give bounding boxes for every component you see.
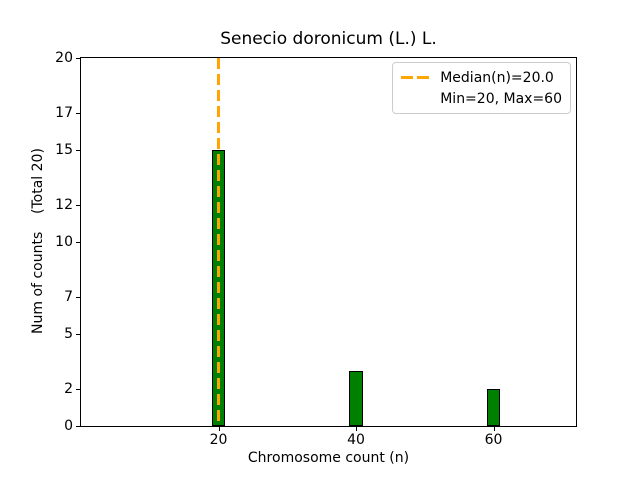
y-tick-mark (76, 426, 80, 427)
x-tick-mark (218, 427, 220, 431)
y-tick-mark (76, 205, 80, 207)
y-tick-label: 0 (64, 418, 73, 434)
bar-x60 (486, 389, 501, 426)
x-tick-label: 40 (347, 432, 365, 448)
legend-label-median: Median(n)=20.0 (440, 69, 554, 86)
x-tick-label: 20 (209, 432, 228, 448)
x-tick-mark (356, 427, 357, 431)
legend: Median(n)=20.0 Min=20, Max=60 (392, 62, 571, 114)
y-tick-mark (76, 58, 80, 59)
y-tick-mark (76, 242, 80, 243)
median-line (217, 58, 220, 426)
y-tick-label: 15 (55, 142, 73, 158)
legend-entry-median: Median(n)=20.0 (401, 67, 562, 88)
dash-segment (417, 76, 430, 79)
y-tick-mark (76, 113, 80, 115)
y-tick-label: 17 (55, 105, 73, 122)
x-axis-label: Chromosome count (n) (247, 450, 410, 466)
y-tick-label: 7 (64, 289, 73, 306)
legend-entry-minmax: Min=20, Max=60 (401, 88, 562, 109)
legend-label-minmax: Min=20, Max=60 (440, 90, 562, 107)
y-tick-label: 2 (64, 381, 73, 398)
dashed-line-icon (401, 76, 430, 79)
y-tick-mark (76, 389, 80, 391)
y-tick-label: 12 (55, 197, 73, 214)
y-tick-label: 5 (64, 326, 73, 342)
chart-title: Senecio doronicum (L.) L. (220, 29, 437, 49)
bar-x40 (349, 370, 363, 426)
x-tick-mark (493, 427, 495, 431)
plot-area: Median(n)=20.0 Min=20, Max=60 (80, 57, 577, 427)
y-tick-mark (76, 334, 80, 335)
dash-segment (401, 76, 414, 79)
y-tick-label: 10 (55, 234, 73, 250)
y-tick-mark (76, 150, 80, 151)
y-tick-label: 20 (55, 50, 73, 66)
y-tick-mark (76, 297, 80, 299)
x-tick-label: 60 (484, 432, 503, 448)
